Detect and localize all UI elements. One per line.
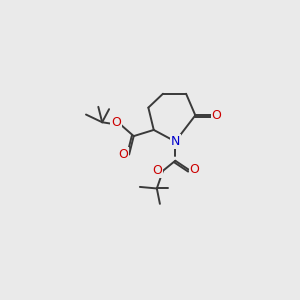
Text: O: O bbox=[118, 148, 128, 161]
Text: O: O bbox=[190, 164, 200, 176]
Text: O: O bbox=[211, 109, 221, 122]
Text: O: O bbox=[153, 164, 163, 177]
Text: O: O bbox=[111, 116, 121, 129]
Text: N: N bbox=[171, 135, 180, 148]
